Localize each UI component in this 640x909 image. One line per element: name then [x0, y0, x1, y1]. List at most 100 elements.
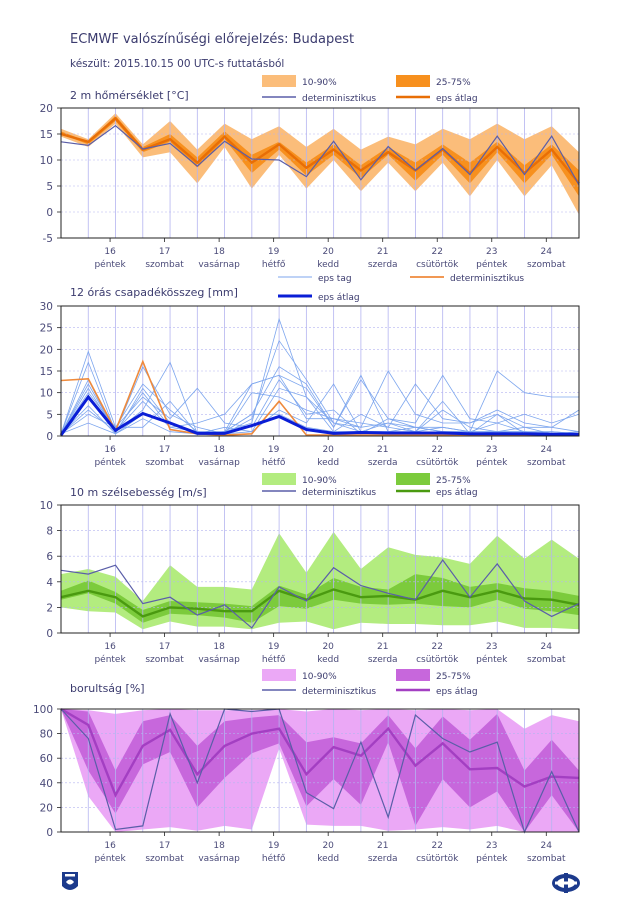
ecmwf-logo-icon — [552, 873, 580, 893]
x-day-number: 17 — [159, 445, 170, 455]
x-day-name: kedd — [317, 655, 339, 665]
x-day-name: vasárnap — [198, 260, 240, 270]
y-tick-label: 0 — [46, 207, 53, 219]
x-day-number: 20 — [322, 841, 334, 851]
legend-wind-inner-swatch — [396, 473, 430, 485]
x-day-name: hétfő — [262, 654, 286, 665]
y-tick-label: 0 — [46, 827, 53, 839]
x-day-number: 21 — [377, 841, 388, 851]
x-day-number: 17 — [159, 247, 170, 257]
x-day-number: 20 — [322, 642, 334, 652]
y-tick-label: 20 — [40, 802, 53, 814]
x-day-name: hétfő — [262, 457, 286, 468]
y-tick-label: 5 — [46, 181, 53, 193]
legend-temp-inner-swatch — [396, 75, 430, 87]
x-day-number: 20 — [322, 445, 334, 455]
deterministic-line — [60, 558, 580, 629]
gridlines-0 — [61, 108, 579, 238]
legend-temp-mean-label: eps átlag — [436, 94, 478, 104]
legend-wind-inner-label: 25-75% — [436, 476, 471, 486]
legend-cloud-det-label: determinisztikus — [302, 687, 376, 697]
ensemble-member-line — [60, 413, 579, 435]
y-tick-label: 5 — [46, 409, 53, 421]
x-day-number: 22 — [432, 841, 443, 851]
x-day-name: szerda — [368, 260, 398, 270]
y-tick-label: 25 — [40, 323, 53, 335]
y-tick-label: 6 — [46, 551, 53, 563]
x-day-name: péntek — [476, 853, 508, 864]
panel-title-3: borultság [%] — [70, 682, 145, 695]
page-title: ECMWF valószínűségi előrejelzés: Budapes… — [70, 32, 354, 47]
x-day-name: csütörtök — [416, 854, 459, 864]
x-day-number: 22 — [432, 642, 443, 652]
x-day-number: 24 — [541, 247, 553, 257]
x-day-name: vasárnap — [198, 458, 240, 468]
x-day-name: szombat — [145, 260, 184, 270]
x-day-number: 18 — [213, 642, 225, 652]
deterministic-line — [60, 124, 580, 186]
y-tick-label: 100 — [33, 704, 53, 716]
plot-frame-3 — [60, 708, 580, 833]
x-day-name: szombat — [527, 854, 566, 864]
legend-temp-inner-label: 25-75% — [436, 78, 471, 88]
x-day-number: 19 — [268, 247, 280, 257]
x-day-number: 23 — [486, 445, 497, 455]
x-day-number: 19 — [268, 841, 280, 851]
legend-temp-outer-label: 10-90% — [302, 78, 337, 88]
x-day-number: 17 — [159, 642, 170, 652]
x-day-name: péntek — [94, 259, 126, 270]
chart-panels: -50510152016péntek17szombat18vasárnap19h… — [33, 75, 580, 864]
y-tick-label: 40 — [40, 778, 53, 790]
x-day-number: 23 — [486, 247, 497, 257]
panel-title-2: 10 m szélsebesség [m/s] — [70, 486, 207, 499]
deterministic-line — [60, 708, 580, 834]
x-day-name: szerda — [368, 655, 398, 665]
legend-wind-outer-swatch — [262, 473, 296, 485]
x-day-number: 21 — [377, 247, 388, 257]
y-tick-label: 0 — [46, 628, 53, 640]
legend-wind-outer-label: 10-90% — [302, 476, 337, 486]
x-day-number: 24 — [541, 642, 553, 652]
panel-title-1: 12 órás csapadékösszeg [mm] — [70, 286, 238, 299]
x-day-number: 23 — [486, 642, 497, 652]
x-day-number: 22 — [432, 445, 443, 455]
x-day-number: 17 — [159, 841, 170, 851]
y-tick-label: 0 — [46, 431, 53, 443]
x-day-number: 21 — [377, 445, 388, 455]
x-day-number: 21 — [377, 642, 388, 652]
legend-cloud-outer-label: 10-90% — [302, 672, 337, 682]
x-day-name: péntek — [94, 457, 126, 468]
legend-precip-mean-label: eps átlag — [318, 293, 360, 303]
x-day-name: szombat — [145, 854, 184, 864]
x-day-name: péntek — [476, 259, 508, 270]
y-tick-label: 4 — [46, 577, 53, 589]
legend-temp-outer-swatch — [262, 75, 296, 87]
x-day-name: csütörtök — [416, 655, 459, 665]
x-day-name: kedd — [317, 854, 339, 864]
legend-precip-det-label: determinisztikus — [450, 274, 524, 284]
ensemble-member-line — [60, 366, 580, 435]
page-subtitle: készült: 2015.10.15 00 UTC-s futtatásból — [70, 58, 284, 70]
eps-mean-line — [59, 394, 579, 436]
x-day-number: 19 — [268, 642, 280, 652]
x-day-name: csütörtök — [416, 260, 459, 270]
x-day-name: szerda — [368, 854, 398, 864]
x-day-number: 16 — [104, 642, 116, 652]
x-day-number: 18 — [213, 445, 225, 455]
y-tick-label: 60 — [40, 753, 53, 765]
eps-mean-line — [60, 707, 580, 798]
y-tick-label: 15 — [40, 366, 53, 378]
gridlines-2 — [61, 505, 579, 633]
x-day-number: 24 — [541, 841, 553, 851]
y-tick-label: 8 — [46, 526, 53, 538]
x-day-name: szerda — [368, 458, 398, 468]
x-day-number: 16 — [104, 841, 116, 851]
y-tick-label: 20 — [40, 103, 53, 115]
ensemble-member-line — [60, 317, 579, 434]
ensemble-member-line — [60, 361, 580, 435]
x-day-name: szombat — [145, 655, 184, 665]
legend-wind-det-label: determinisztikus — [302, 488, 376, 498]
legend-cloud-mean-label: eps átlag — [436, 687, 478, 697]
